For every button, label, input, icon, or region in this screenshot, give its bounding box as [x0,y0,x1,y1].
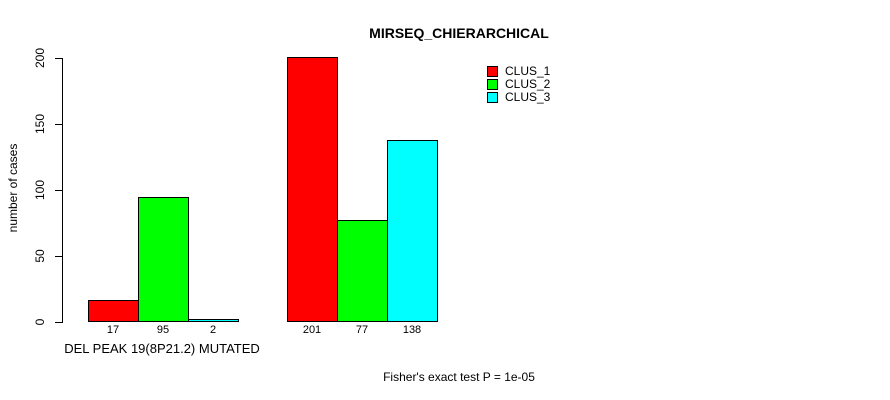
legend-label: CLUS_3 [505,90,551,104]
bar-group-2-clus_3 [387,140,438,322]
bar-group-1-clus_3 [188,319,239,322]
bar-group-1-clus_1 [88,300,139,322]
legend-swatch-icon [487,92,498,103]
y-tick [55,322,63,323]
legend-swatch-icon [487,66,498,77]
y-axis-label: number of cases [6,143,20,233]
bar-value-label: 17 [106,324,120,336]
x-axis-label: DEL PEAK 19(8P21.2) MUTATED [64,341,260,356]
y-tick [55,124,63,125]
y-tick [55,58,63,59]
y-tick [55,190,63,191]
legend: CLUS_1 CLUS_2 CLUS_3 [487,65,550,104]
bar-value-label: 95 [156,324,170,336]
legend-item-clus_1: CLUS_1 [487,65,550,78]
y-tick [55,256,63,257]
legend-swatch-icon [487,79,498,90]
bar-value-label: 201 [302,324,322,336]
legend-label: CLUS_1 [505,64,551,78]
bar-value-label: 2 [209,324,217,336]
legend-item-clus_2: CLUS_2 [487,78,550,91]
bar-value-label: 138 [402,324,422,336]
fisher-test-annotation: Fisher's exact test P = 1e-05 [383,370,535,384]
legend-item-clus_3: CLUS_3 [487,91,550,104]
chart-title: MIRSEQ_CHIERARCHICAL [369,25,549,41]
bar-group-2-clus_1 [287,57,338,322]
y-tick-label: 100 [33,179,47,201]
bar-group-1-clus_2 [138,197,189,322]
bar-group-2-clus_2 [337,220,388,322]
legend-label: CLUS_2 [505,77,551,91]
y-tick-label: 0 [33,318,47,326]
y-tick-label: 150 [33,113,47,135]
y-tick-label: 200 [33,47,47,69]
y-tick-label: 50 [33,249,47,263]
bar-value-label: 77 [355,324,369,336]
